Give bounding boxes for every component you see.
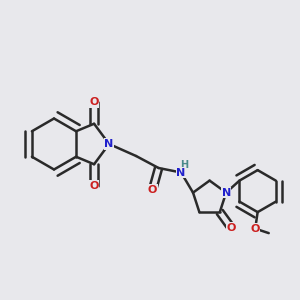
Text: O: O: [89, 97, 99, 107]
Text: H: H: [181, 160, 189, 170]
Text: O: O: [148, 184, 157, 195]
Text: N: N: [221, 188, 231, 198]
Text: O: O: [250, 224, 260, 234]
Text: N: N: [104, 139, 114, 149]
Text: O: O: [226, 223, 236, 233]
Text: O: O: [89, 181, 99, 191]
Text: N: N: [176, 167, 186, 178]
